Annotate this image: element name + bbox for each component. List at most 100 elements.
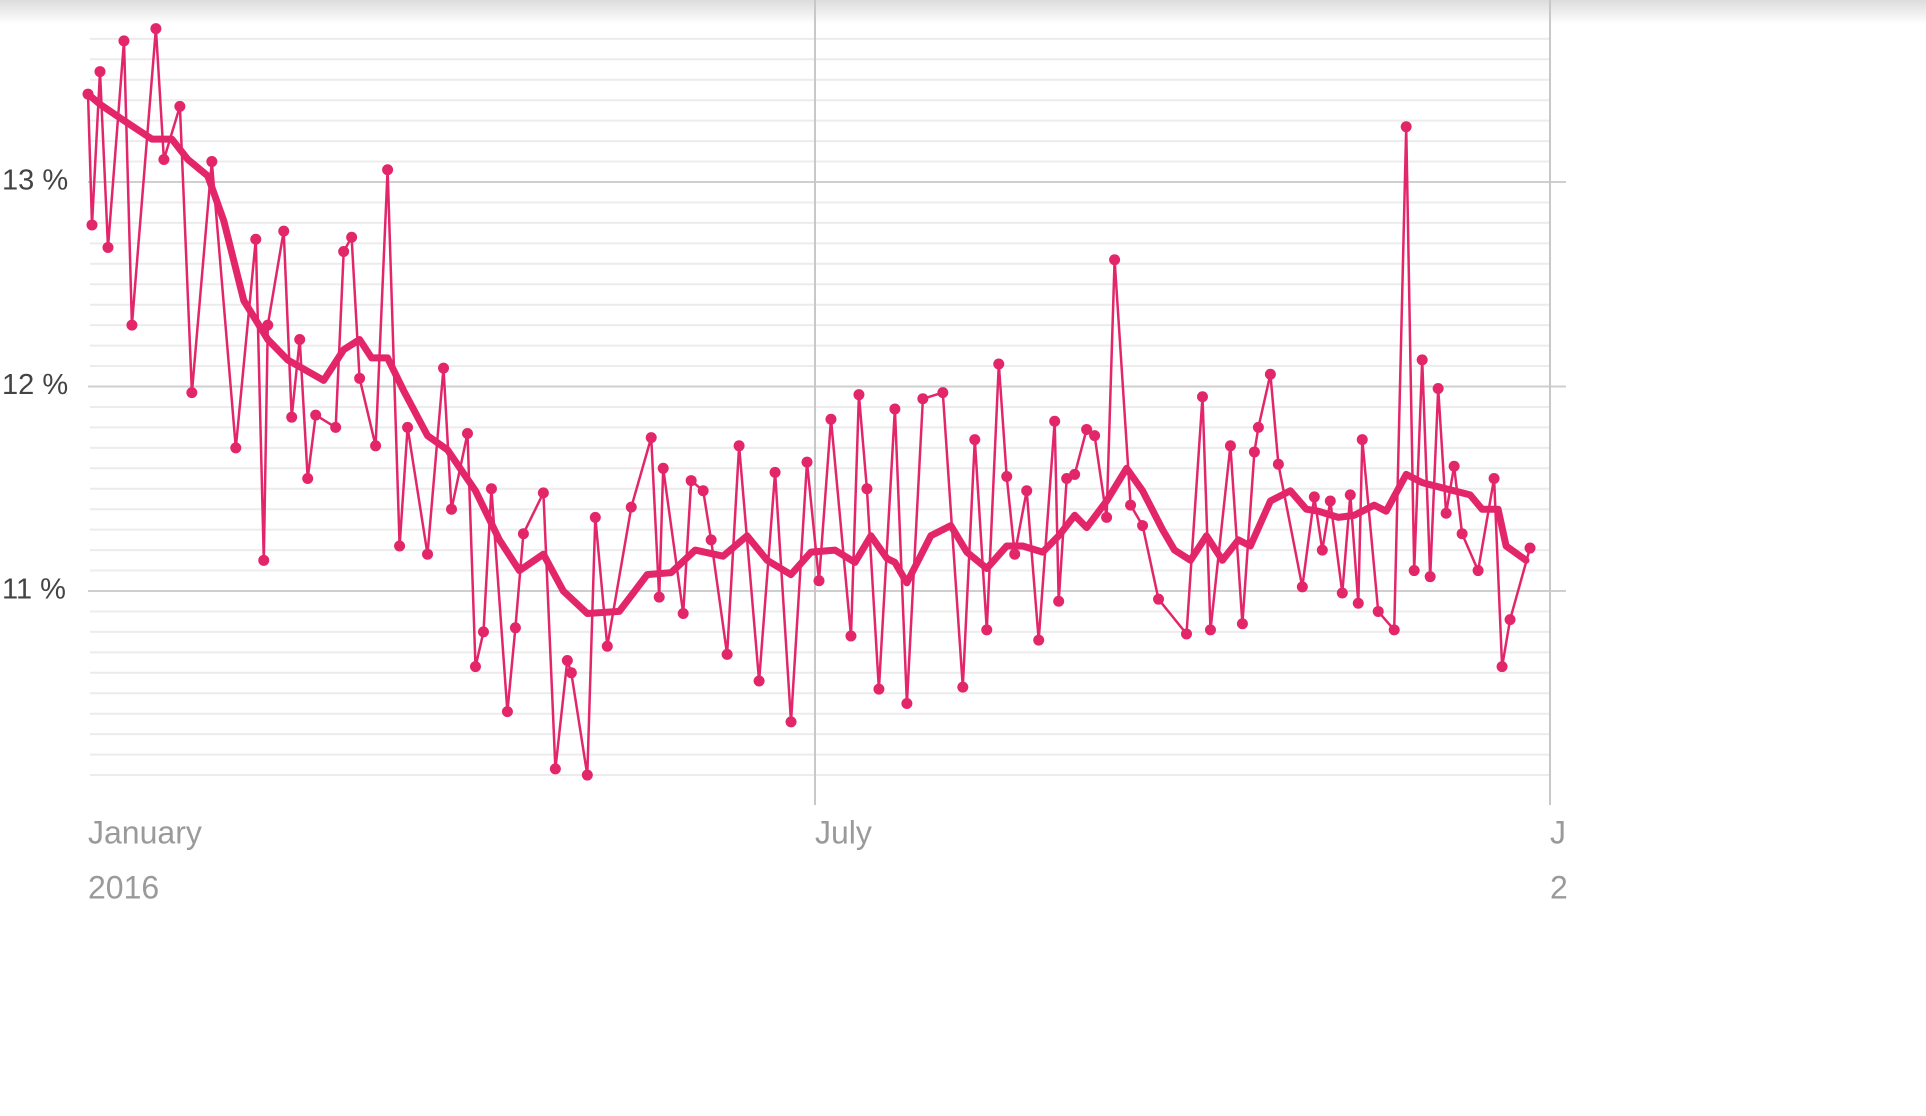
data-point [645,432,657,444]
data-point [438,362,450,374]
data-point [250,233,262,245]
data-point [461,428,473,440]
data-point [1033,634,1045,646]
data-point [1504,614,1516,626]
data-point [981,624,993,636]
data-point [801,456,813,468]
data-point [517,528,529,540]
data-point [1109,254,1121,266]
data-point [1324,495,1336,507]
data-point [1053,595,1065,607]
data-point [589,511,601,523]
data-point [1472,565,1484,577]
data-point [258,554,270,566]
data-point [901,697,913,709]
data-point [1021,485,1033,497]
data-point [1089,430,1101,442]
data-point [446,503,458,515]
data-point [1180,628,1192,640]
data-point [1001,470,1013,482]
x-year-label: 2016 [88,869,159,905]
data-point [302,473,314,485]
data-point [653,591,665,603]
data-point [753,675,765,687]
data-point [677,607,689,619]
y-tick-label: 13 % [2,165,68,197]
data-point [501,706,513,718]
data-point [206,156,218,168]
data-point [118,35,130,47]
top-shade [0,0,1926,24]
data-point [1352,597,1364,609]
data-point [845,630,857,642]
data-point [1408,565,1420,577]
data-point [394,540,406,552]
data-point [158,154,170,166]
data-point [561,655,573,667]
data-point [565,667,577,679]
data-point [469,661,481,673]
data-point [354,372,366,384]
data-point [370,440,382,452]
data-point [1440,507,1452,519]
data-point [937,387,949,399]
data-point [581,769,593,781]
data-point [330,421,342,433]
data-point [1448,460,1460,472]
data-point [1388,624,1400,636]
data-point [733,440,745,452]
data-point [601,640,613,652]
data-point [825,413,837,425]
data-point [993,358,1005,370]
data-point [1524,542,1536,554]
data-point [1432,383,1444,395]
axis-labels: 11 % 12 % 13 % January 2016 July J 2 [2,165,1568,906]
data-point [1336,587,1348,599]
data-point [86,219,98,231]
data-point [1204,624,1216,636]
data-point [705,534,717,546]
data-point [422,548,434,560]
data-point [485,483,497,495]
data-point [957,681,969,693]
y-tick-label: 12 % [2,369,68,401]
data-point [1272,458,1284,470]
data-point [346,231,358,243]
data-point [1252,421,1264,433]
data-point [278,225,290,237]
data-point [310,409,322,421]
x-tick-label: July [815,814,872,850]
data-point [721,648,733,660]
data-point [917,393,929,405]
data-point [1101,511,1113,523]
data-point [174,100,186,112]
data-point [102,241,114,253]
data-point [1196,391,1208,403]
x-tick-label: January [88,814,202,850]
data-point [537,487,549,499]
data-point [294,333,306,345]
data-point [1125,499,1137,511]
data-point [813,575,825,587]
data-point [1049,415,1061,427]
data-point [402,421,414,433]
data-point [1137,520,1149,532]
data-point [262,319,274,331]
data-point [1400,121,1412,133]
data-point [1296,581,1308,593]
data-point [873,683,885,695]
data-point [1424,571,1436,583]
data-point [697,485,709,497]
data-point [1416,354,1428,366]
data-point [477,626,489,638]
data-point [186,387,198,399]
plot [82,23,1536,781]
data-point [1488,473,1500,485]
data-point [625,501,637,513]
data-point [769,466,781,478]
data-point [1372,605,1384,617]
data-point [785,716,797,728]
